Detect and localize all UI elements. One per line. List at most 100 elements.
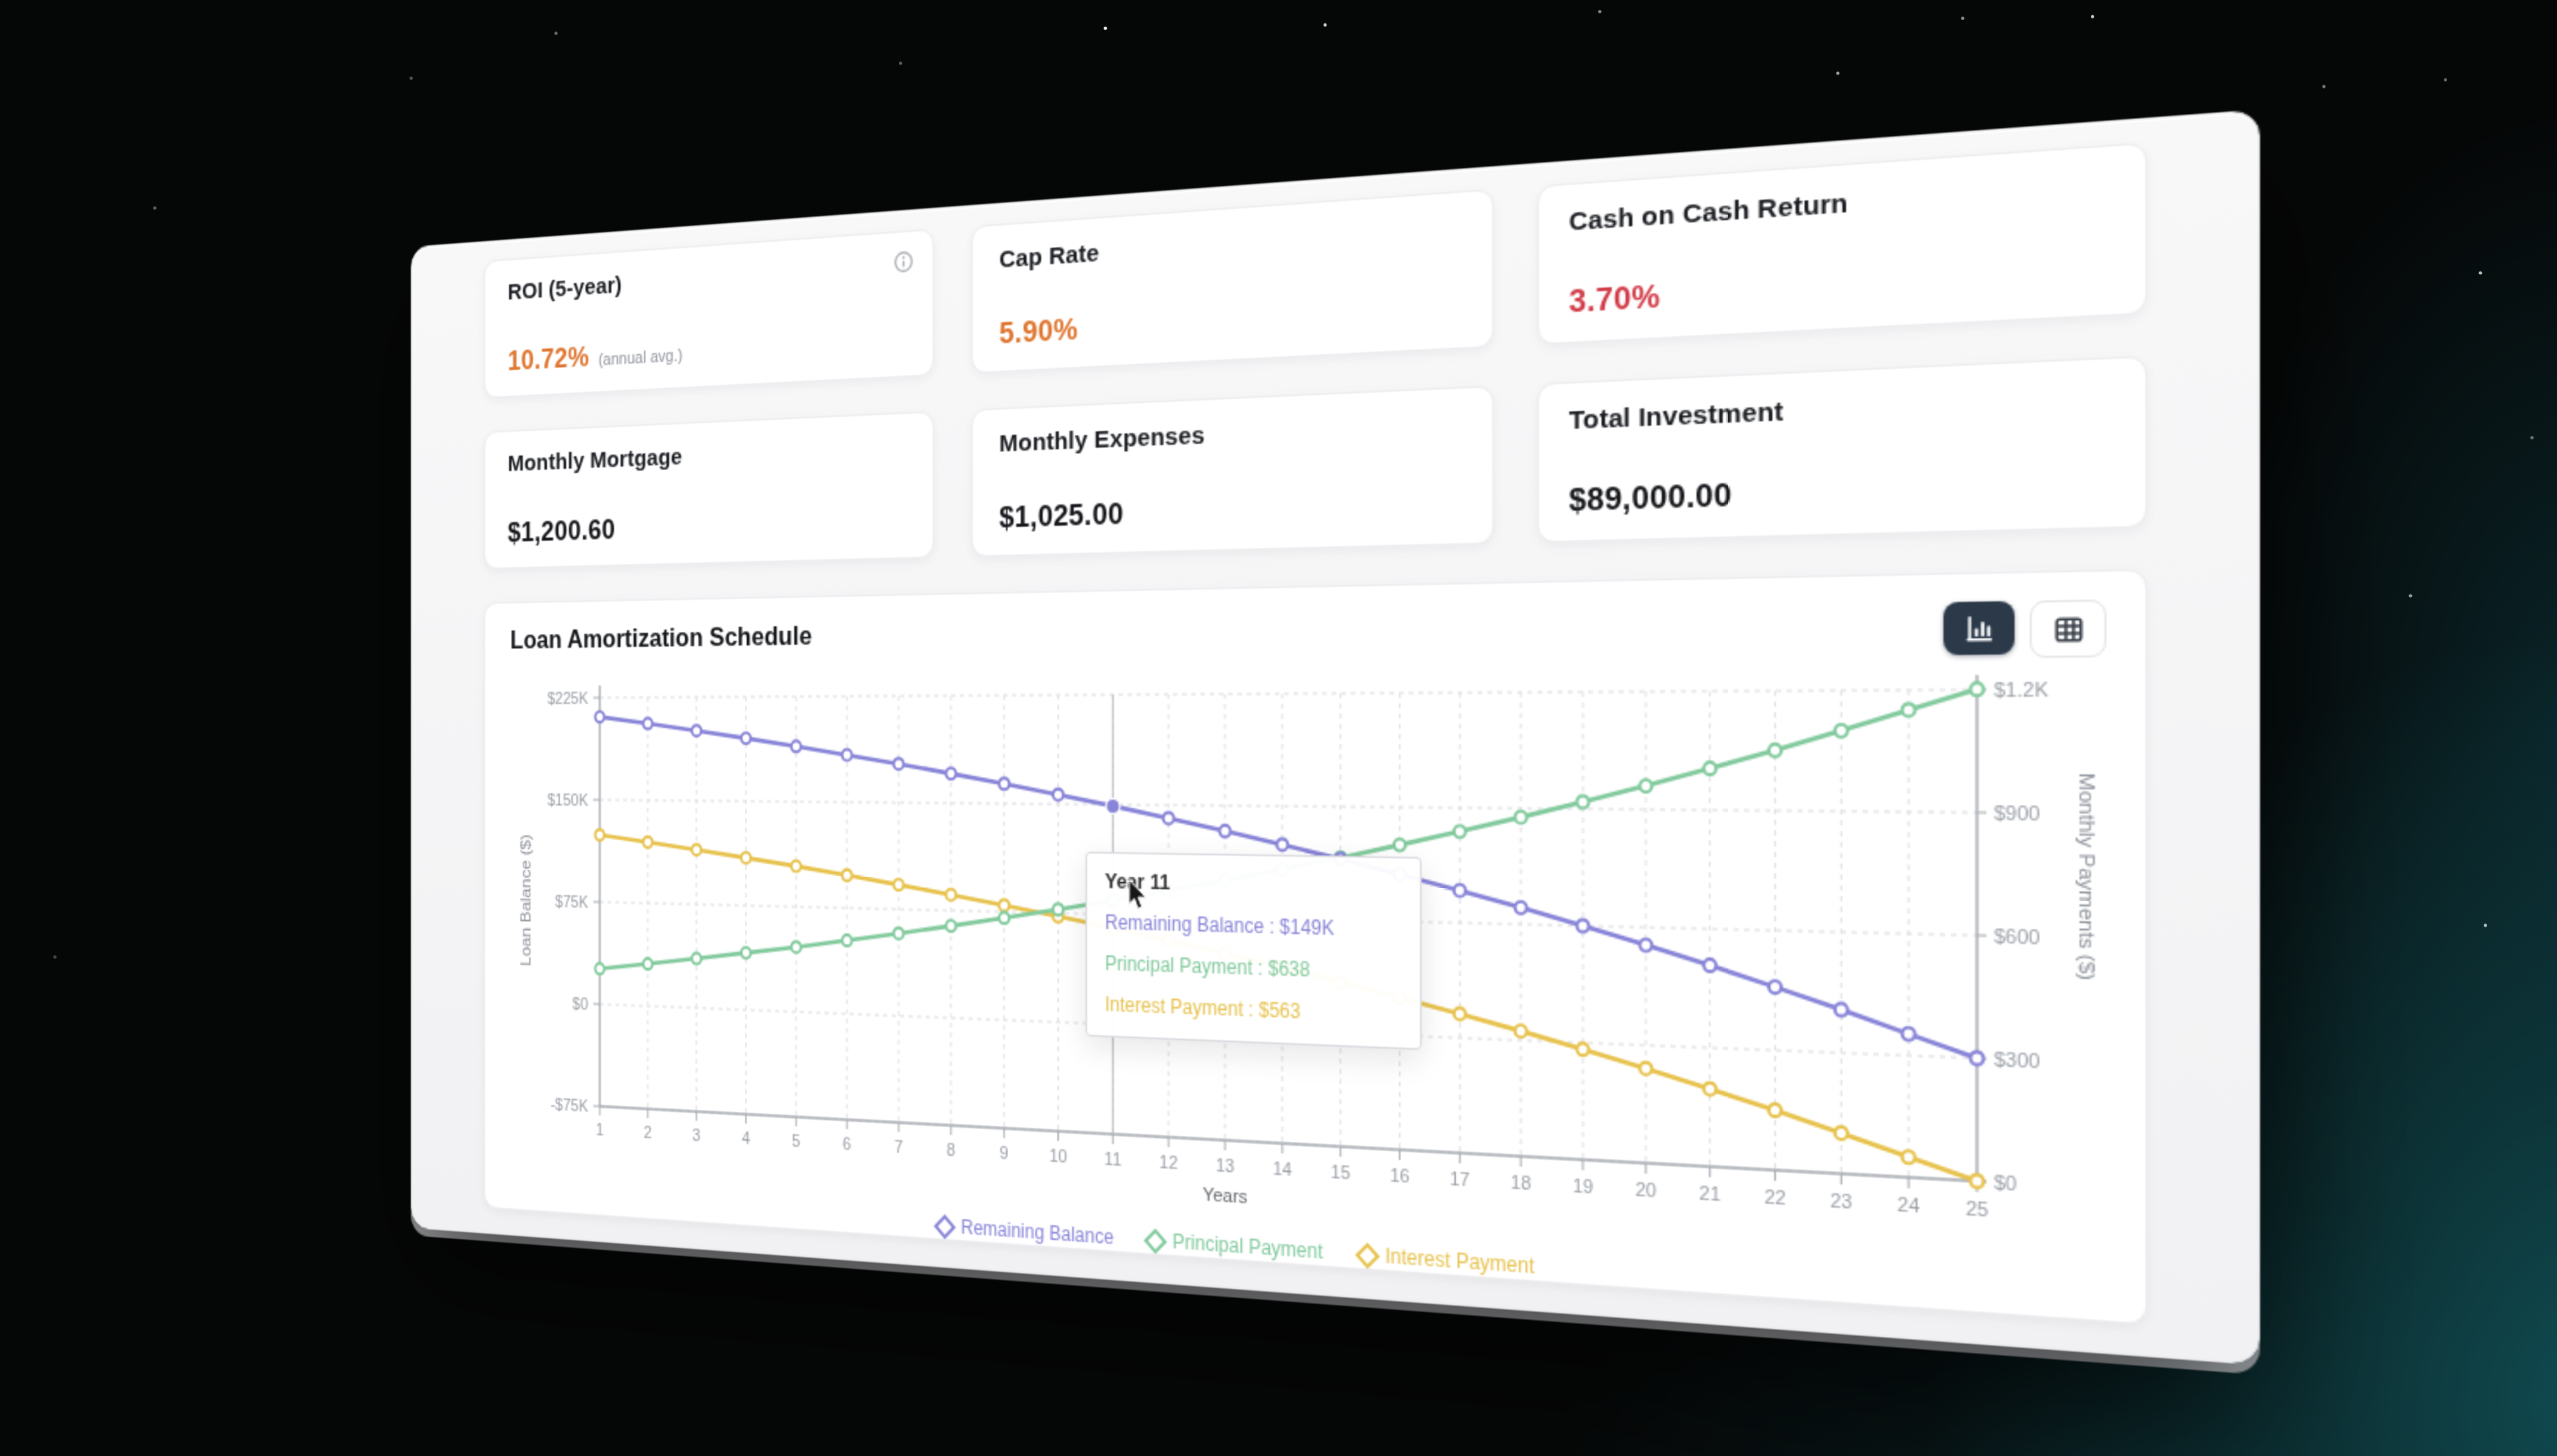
x-axis-tick: 1 bbox=[596, 1120, 604, 1140]
metric-card-cap-rate: Cap Rate 5.90% bbox=[972, 188, 1494, 374]
right-axis-tick: $900 bbox=[1994, 802, 2040, 826]
data-point bbox=[1515, 901, 1527, 914]
metric-card-monthly-mortgage: Monthly Mortgage $1,200.60 bbox=[483, 411, 935, 570]
data-point bbox=[692, 725, 701, 736]
data-point bbox=[1835, 1003, 1848, 1017]
legend-diamond-icon bbox=[933, 1213, 956, 1239]
data-point bbox=[999, 899, 1009, 911]
data-point bbox=[791, 741, 800, 752]
metric-label: Cap Rate bbox=[999, 240, 1100, 274]
data-point bbox=[1835, 1126, 1848, 1140]
x-axis-tick: 24 bbox=[1897, 1194, 1920, 1218]
data-point bbox=[1515, 811, 1527, 823]
metric-value: $1,025.00 bbox=[999, 495, 1124, 534]
metric-label: ROI (5-year) bbox=[507, 272, 622, 306]
data-point bbox=[894, 879, 904, 890]
x-axis-tick: 5 bbox=[792, 1131, 800, 1151]
data-point bbox=[1454, 826, 1466, 838]
data-point bbox=[1835, 724, 1848, 737]
data-point bbox=[1902, 1027, 1914, 1041]
data-point bbox=[946, 889, 956, 900]
x-axis-tick: 6 bbox=[843, 1134, 852, 1154]
left-axis-title: Loan Balance ($) bbox=[517, 834, 534, 967]
right-axis-title: Monthly Payments ($) bbox=[2074, 773, 2100, 981]
data-point bbox=[1640, 780, 1652, 792]
metric-value: 3.70% bbox=[1568, 277, 1661, 320]
legend-item[interactable]: Interest Payment bbox=[1354, 1242, 1535, 1279]
data-point bbox=[1454, 1007, 1466, 1020]
data-point bbox=[1515, 1025, 1527, 1037]
right-axis-tick: $600 bbox=[1994, 925, 2040, 949]
data-point bbox=[791, 941, 800, 953]
data-point bbox=[741, 852, 750, 863]
data-point bbox=[1704, 762, 1716, 775]
metrics-grid: ROI (5-year) 10.72% (annual avg.) Cap Ra… bbox=[483, 142, 2147, 570]
x-axis-tick: 11 bbox=[1104, 1149, 1121, 1170]
data-point bbox=[842, 935, 852, 946]
active-data-point bbox=[1106, 798, 1120, 814]
chart-area[interactable]: $225K $150K $75K $0 -$75K $1.2K $900 $600 $300 $0… bbox=[510, 663, 2106, 1324]
metric-value: 5.90% bbox=[999, 311, 1078, 350]
loan-amortization-card: Loan Amortization Schedule bbox=[483, 569, 2147, 1326]
data-point bbox=[842, 869, 852, 881]
legend-label: Remaining Balance bbox=[961, 1216, 1114, 1250]
data-point bbox=[999, 778, 1009, 790]
data-point bbox=[692, 844, 701, 855]
data-point bbox=[1902, 704, 1914, 716]
x-axis-tick: 12 bbox=[1159, 1152, 1178, 1173]
metric-card-monthly-expenses: Monthly Expenses $1,025.00 bbox=[972, 385, 1494, 557]
data-point bbox=[1577, 1043, 1589, 1056]
data-point bbox=[1053, 789, 1063, 800]
background-stars bbox=[0, 0, 3, 3]
metric-label: Total Investment bbox=[1568, 397, 1784, 436]
data-point bbox=[1704, 1083, 1716, 1095]
metric-value: $89,000.00 bbox=[1568, 475, 1733, 518]
data-point bbox=[791, 861, 800, 872]
data-point bbox=[1163, 812, 1174, 824]
metric-card-total-investment: Total Investment $89,000.00 bbox=[1536, 355, 2147, 543]
data-point bbox=[946, 920, 956, 931]
chart-view-button[interactable] bbox=[1943, 601, 2015, 656]
data-point bbox=[1970, 1174, 1984, 1188]
data-point bbox=[741, 947, 750, 959]
info-icon-glyph bbox=[894, 249, 915, 274]
info-icon[interactable] bbox=[894, 249, 915, 274]
metric-value: 10.72% bbox=[507, 340, 590, 377]
data-point bbox=[1577, 919, 1589, 932]
data-point bbox=[1640, 939, 1652, 951]
metric-value: $1,200.60 bbox=[507, 513, 616, 548]
x-axis-tick: 23 bbox=[1830, 1190, 1852, 1213]
x-axis-tick: 10 bbox=[1049, 1146, 1067, 1167]
left-axis-tick: $0 bbox=[573, 995, 589, 1014]
right-axis-tick: $1.2K bbox=[1994, 678, 2048, 702]
legend-diamond-icon bbox=[1354, 1242, 1380, 1268]
x-axis-tick: 4 bbox=[742, 1128, 750, 1148]
x-axis-tick: 13 bbox=[1215, 1155, 1234, 1176]
x-axis-tick: 15 bbox=[1331, 1162, 1350, 1184]
legend-item[interactable]: Remaining Balance bbox=[933, 1213, 1114, 1250]
legend-label: Interest Payment bbox=[1385, 1244, 1535, 1279]
data-point bbox=[741, 733, 750, 744]
tooltip-title: Year 11 bbox=[1105, 869, 1170, 895]
data-point bbox=[1053, 903, 1063, 915]
data-point bbox=[1577, 796, 1589, 808]
data-point bbox=[643, 718, 653, 729]
table-view-button[interactable] bbox=[2030, 599, 2107, 658]
chart-title: Loan Amortization Schedule bbox=[510, 620, 812, 655]
legend-label: Principal Payment bbox=[1172, 1230, 1323, 1264]
metric-card-roi: ROI (5-year) 10.72% (annual avg.) bbox=[483, 228, 935, 399]
line-chart[interactable]: $225K $150K $75K $0 -$75K $1.2K $900 $600 $300 $0… bbox=[510, 662, 2114, 1278]
x-axis-tick: 14 bbox=[1273, 1158, 1292, 1180]
h-gridline bbox=[600, 690, 1977, 698]
left-axis-tick: $225K bbox=[547, 689, 589, 708]
data-point bbox=[643, 958, 653, 969]
legend-diamond-icon bbox=[1143, 1227, 1167, 1254]
data-point bbox=[1769, 744, 1781, 757]
metric-label: Cash on Cash Return bbox=[1568, 188, 1848, 238]
data-point bbox=[1277, 839, 1288, 851]
legend-item[interactable]: Principal Payment bbox=[1143, 1227, 1323, 1264]
data-point bbox=[1394, 839, 1406, 851]
x-axis-tick: 7 bbox=[894, 1137, 903, 1157]
data-point bbox=[595, 830, 605, 840]
mouse-cursor bbox=[1127, 879, 1149, 920]
